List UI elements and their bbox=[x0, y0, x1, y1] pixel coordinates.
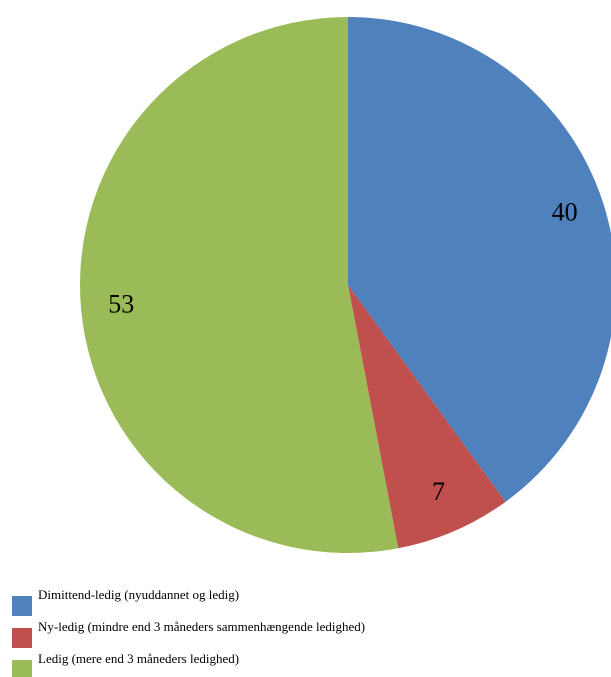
legend-label: Ny-ledig (mindre end 3 måneders sammenhæ… bbox=[38, 619, 365, 634]
data-label: 53 bbox=[108, 289, 134, 318]
legend-swatch bbox=[12, 596, 32, 616]
pie-slice bbox=[348, 285, 506, 549]
legend-label: Ledig (mere end 3 måneders ledighed) bbox=[38, 651, 239, 666]
pie-slice bbox=[348, 17, 611, 502]
legend-swatch bbox=[12, 628, 32, 648]
pie-slice bbox=[80, 17, 399, 553]
data-label: 7 bbox=[432, 477, 445, 506]
legend-swatch bbox=[12, 660, 32, 677]
data-label: 40 bbox=[552, 198, 578, 227]
legend-label: Dimittend-ledig (nyuddannet og ledig) bbox=[38, 587, 239, 602]
